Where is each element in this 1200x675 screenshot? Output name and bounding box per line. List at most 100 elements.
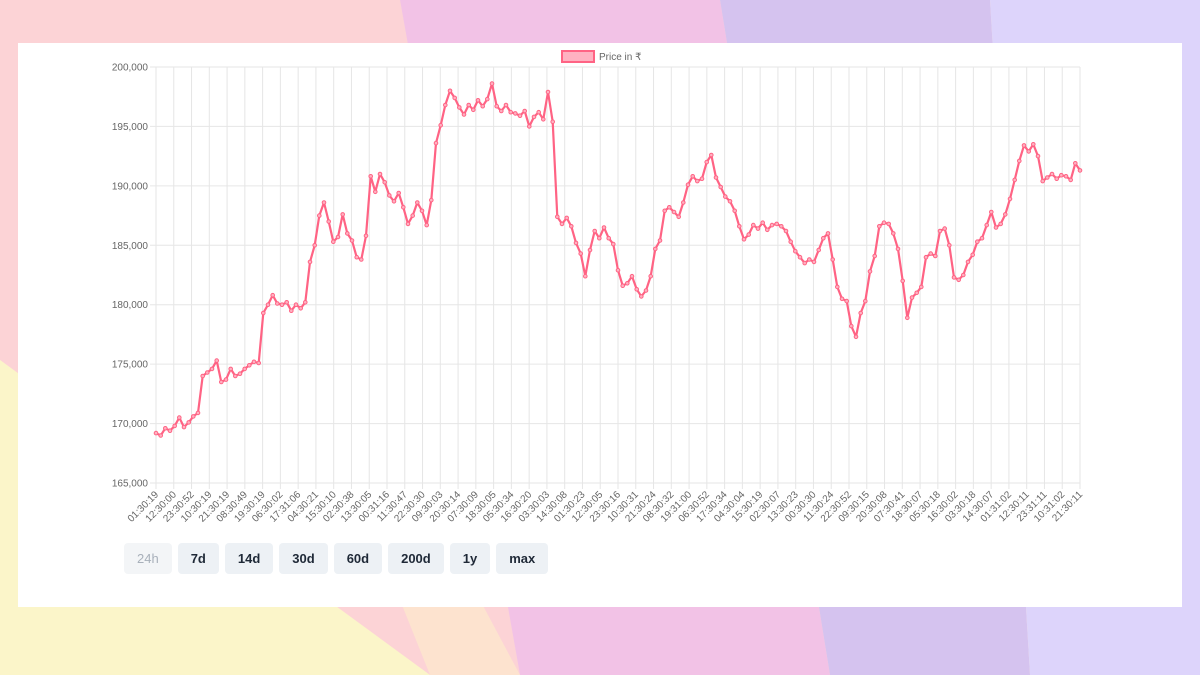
- data-point: [363, 233, 369, 239]
- data-point: [536, 109, 542, 115]
- data-point: [1045, 175, 1050, 180]
- y-tick-label: 170,000: [112, 419, 149, 430]
- data-point: [774, 221, 780, 227]
- data-point: [326, 219, 332, 224]
- data-point: [256, 360, 261, 366]
- data-point: [947, 243, 952, 248]
- data-point: [158, 433, 163, 438]
- y-tick-label: 200,000: [112, 63, 149, 74]
- data-point: [517, 113, 523, 118]
- data-point: [1059, 172, 1064, 178]
- data-point: [1012, 177, 1018, 183]
- data-point: [503, 102, 509, 108]
- range-button-14d[interactable]: 14d: [224, 543, 274, 574]
- data-point: [545, 89, 551, 95]
- data-point: [844, 298, 850, 304]
- data-point: [821, 235, 826, 241]
- data-point: [508, 109, 514, 115]
- data-point: [251, 359, 257, 365]
- data-point: [606, 235, 612, 241]
- data-point: [214, 358, 219, 363]
- data-point: [681, 200, 686, 205]
- data-point: [228, 366, 233, 372]
- data-point: [1035, 153, 1041, 159]
- data-point: [709, 152, 714, 158]
- data-point: [237, 371, 243, 377]
- data-point: [475, 98, 481, 103]
- data-point: [573, 240, 579, 246]
- data-point: [382, 180, 388, 185]
- data-point: [191, 414, 196, 419]
- data-point: [443, 102, 448, 108]
- data-point: [648, 273, 654, 279]
- data-point: [466, 102, 472, 108]
- data-point: [569, 224, 574, 229]
- data-point: [242, 366, 247, 372]
- range-button-200d[interactable]: 200d: [388, 543, 444, 574]
- range-button-1y[interactable]: 1y: [449, 543, 491, 574]
- data-point: [1049, 171, 1055, 177]
- range-button-max[interactable]: max: [496, 543, 549, 574]
- data-point: [816, 247, 822, 253]
- data-point: [746, 232, 752, 237]
- range-button-60d[interactable]: 60d: [333, 543, 383, 574]
- data-point: [989, 209, 994, 215]
- data-point: [550, 119, 556, 124]
- data-point: [699, 176, 705, 181]
- data-point: [667, 205, 672, 210]
- data-point: [727, 199, 733, 204]
- data-point: [359, 257, 364, 262]
- range-button-24h[interactable]: 24h: [124, 543, 172, 574]
- data-point: [1077, 168, 1083, 173]
- data-point: [340, 212, 346, 217]
- data-point: [620, 283, 626, 288]
- data-point: [335, 234, 341, 240]
- data-point: [457, 105, 462, 110]
- data-point: [321, 200, 327, 205]
- data-point: [1054, 176, 1059, 181]
- price-line-chart: 200,000 195,000 190,000 185,000 180,000 175,0…: [112, 50, 1085, 525]
- data-point: [723, 194, 728, 199]
- data-point: [1031, 142, 1036, 147]
- data-point: [172, 423, 177, 429]
- data-point: [312, 243, 318, 248]
- data-point: [830, 257, 836, 262]
- data-point: [447, 88, 453, 94]
- data-point: [900, 278, 906, 284]
- data-point: [961, 272, 966, 278]
- chart-card: 200,000 195,000 190,000 185,000 180,000 175,0…: [18, 43, 1182, 607]
- data-point: [541, 117, 546, 122]
- data-point: [979, 235, 985, 241]
- range-button-7d[interactable]: 7d: [177, 543, 219, 574]
- data-point: [639, 294, 644, 299]
- data-point: [368, 174, 374, 179]
- data-point: [1007, 196, 1013, 202]
- data-point: [317, 213, 322, 218]
- data-point: [592, 228, 598, 234]
- data-point: [933, 253, 938, 259]
- data-point: [615, 267, 621, 273]
- y-tick-label: 185,000: [112, 241, 149, 252]
- data-point: [662, 208, 668, 214]
- data-point: [233, 373, 238, 379]
- data-point: [209, 366, 215, 372]
- range-button-30d[interactable]: 30d: [279, 543, 328, 574]
- data-point: [298, 306, 304, 311]
- data-point: [928, 251, 934, 256]
- data-point: [760, 220, 766, 225]
- data-point: [849, 323, 854, 329]
- data-point: [1017, 158, 1022, 164]
- data-point: [587, 247, 593, 253]
- data-point: [643, 288, 649, 293]
- time-range-selector: 24h 7d 14d 30d 60d 200d 1y max: [124, 543, 549, 574]
- data-point: [377, 171, 383, 177]
- data-point: [284, 300, 290, 305]
- data-point: [289, 308, 294, 314]
- data-point: [177, 415, 182, 420]
- data-point: [1026, 149, 1032, 154]
- data-point: [975, 239, 980, 244]
- data-point: [802, 260, 808, 266]
- data-point: [181, 424, 187, 430]
- data-point: [951, 275, 957, 280]
- y-tick-label: 165,000: [112, 479, 149, 490]
